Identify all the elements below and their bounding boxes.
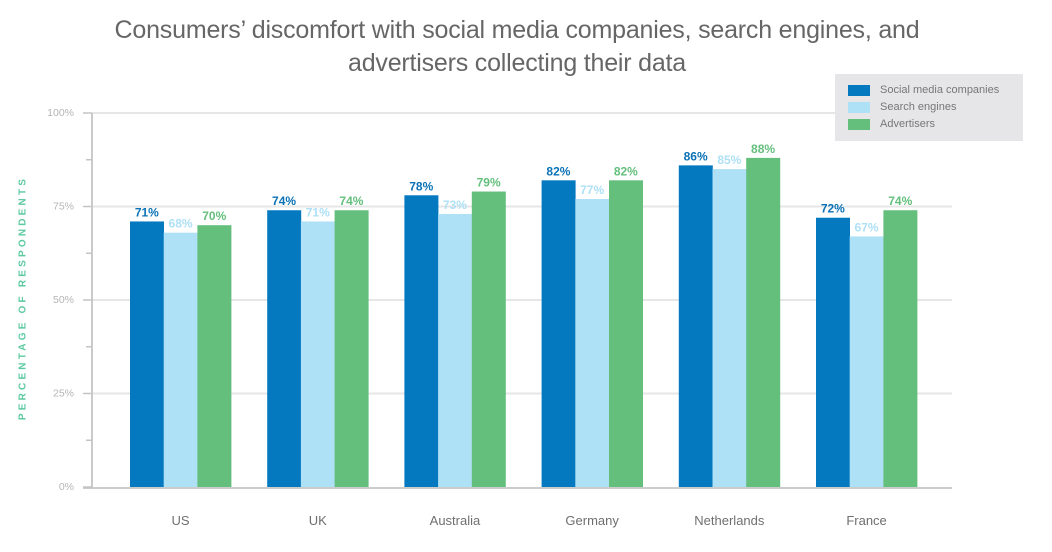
bar-us-search-engines [163, 232, 198, 487]
value-label-germany-social-media-companies: 82% [546, 164, 570, 178]
value-label-france-social-media-companies: 72% [821, 202, 845, 216]
value-label-netherlands-search-engines: 85% [717, 153, 741, 167]
chart-title-line-1: Consumers’ discomfort with social media … [114, 16, 920, 44]
legend: Social media companies Search engines Ad… [835, 74, 1023, 141]
bar-netherlands-search-engines [712, 169, 747, 487]
legend-swatch-search-engines [848, 101, 870, 113]
x-category-label-uk: UK [309, 513, 327, 528]
y-tick-label: 75% [53, 201, 74, 213]
value-label-uk-advertisers: 74% [339, 194, 363, 208]
bar-france-social-media-companies [816, 217, 850, 487]
bar-uk-search-engines [300, 221, 335, 487]
bar-us-advertisers [197, 225, 232, 487]
legend-item-search-engines: Search engines [848, 100, 956, 114]
value-label-france-search-engines: 67% [855, 220, 879, 234]
x-axis-labels: US UK Australia Germany Netherlands France [172, 513, 887, 528]
legend-item-social-media: Social media companies [848, 83, 999, 97]
y-tick-label: 25% [53, 388, 74, 400]
bar-australia-social-media-companies [404, 195, 439, 487]
gridlines [92, 112, 952, 395]
chart-title: Consumers’ discomfort with social media … [0, 14, 1034, 80]
value-label-netherlands-social-media-companies: 86% [684, 149, 708, 163]
value-label-australia-search-engines: 73% [443, 198, 467, 212]
legend-label-social-media: Social media companies [880, 84, 1000, 96]
value-label-uk-search-engines: 71% [306, 205, 330, 219]
bar-uk-advertisers [334, 210, 369, 488]
bar-france-advertisers [883, 210, 918, 488]
bar-australia-advertisers [471, 191, 506, 488]
y-tick-label: 50% [53, 294, 74, 306]
bar-germany-advertisers [609, 180, 643, 487]
bar-germany-search-engines [575, 199, 610, 487]
legend-swatch-social-media [848, 84, 870, 96]
value-label-netherlands-advertisers: 88% [751, 142, 775, 156]
value-label-us-search-engines: 68% [169, 217, 193, 231]
value-label-us-social-media-companies: 71% [135, 205, 159, 219]
bar-uk-social-media-companies [267, 210, 302, 488]
value-label-uk-social-media-companies: 74% [272, 194, 296, 208]
x-category-label-germany: Germany [565, 513, 619, 528]
value-label-australia-social-media-companies: 78% [409, 179, 433, 193]
y-tick-label: 0% [59, 481, 74, 493]
bar-germany-social-media-companies [541, 180, 576, 487]
legend-swatch-advertisers [848, 118, 870, 130]
x-category-label-france: France [846, 513, 886, 528]
legend-item-advertisers: Advertisers [848, 117, 935, 131]
value-labels: 71% 68% 70% 74% 71% 74% 78% 73% 79% 82% 77% 82% 86% 8… [135, 142, 913, 235]
chart-title-line-2: advertisers collecting their data [347, 49, 687, 77]
bar-netherlands-advertisers [746, 157, 781, 487]
bar-france-search-engines [849, 236, 884, 487]
x-category-label-australia: Australia [430, 513, 481, 528]
legend-label-advertisers: Advertisers [880, 118, 936, 130]
bar-australia-search-engines [438, 213, 473, 488]
value-label-germany-advertisers: 82% [614, 164, 638, 178]
bars [130, 157, 918, 488]
value-label-australia-advertisers: 79% [477, 176, 501, 190]
bar-netherlands-social-media-companies [678, 165, 713, 488]
value-label-germany-search-engines: 77% [580, 183, 604, 197]
value-label-france-advertisers: 74% [888, 194, 912, 208]
bar-us-social-media-companies [130, 221, 164, 487]
legend-label-search-engines: Search engines [880, 101, 957, 113]
y-tick-label: 100% [47, 107, 74, 119]
y-axis: 0% 25% 50% 75% 100% [47, 107, 952, 493]
value-label-us-advertisers: 70% [202, 209, 226, 223]
x-category-label-netherlands: Netherlands [694, 513, 765, 528]
x-category-label-us: US [172, 513, 190, 528]
